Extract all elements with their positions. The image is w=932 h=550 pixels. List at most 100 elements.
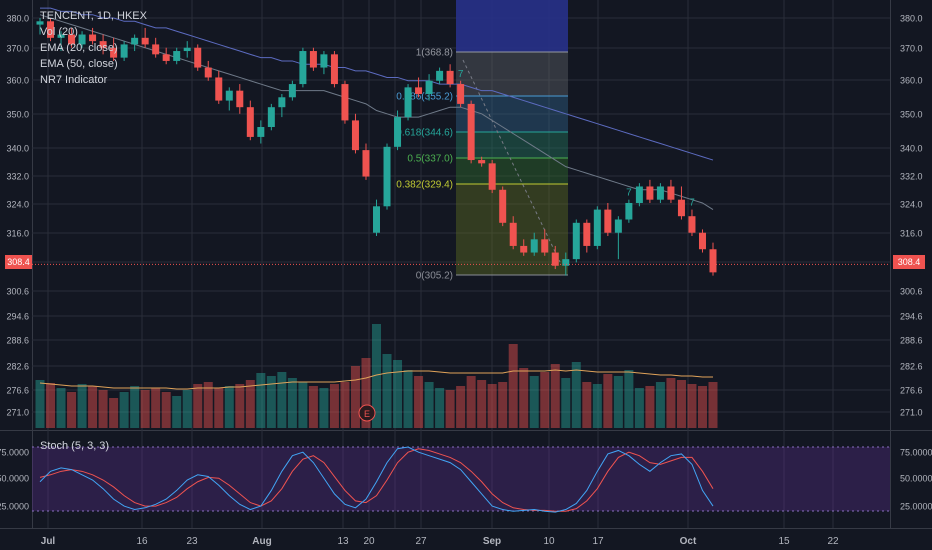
volume-bar [540,372,550,428]
right-price-tick: 370.0 [900,44,923,54]
candle-body [99,41,107,48]
volume-bar [350,366,360,428]
left-price-tick: 300.6 [6,287,29,297]
volume-bar [67,392,77,428]
volume-bar [529,376,539,428]
volume-bar [277,372,287,428]
candle-body [225,90,233,101]
time-axis-label: 15 [778,536,790,547]
volume-bar [151,388,161,428]
volume-bar [308,386,318,428]
symbol-title: TENCENT, 1D, HKEX [40,10,147,22]
fib-zone [456,96,568,132]
volume-bar [182,390,192,428]
volume-bar [56,388,66,428]
right-price-tick: 316.0 [900,229,923,239]
stoch-legend[interactable]: Stoch (5, 3, 3) [40,440,110,452]
stoch-d-line [39,448,714,512]
candle-body [520,245,528,253]
candle-body [183,47,191,52]
volume-ma-line [39,369,713,390]
volume-bar [498,382,508,428]
time-axis-label: 20 [363,536,375,547]
candle-body [57,34,65,38]
left-price-tick: 380.0 [6,14,29,24]
time-axis-label: 27 [415,536,427,547]
candle-body [288,84,296,98]
volume-bar [266,376,276,428]
candle-body [194,47,202,68]
volume-bar [361,358,371,428]
candle-body [383,146,391,207]
candle-body [614,219,622,233]
right-price-tick: 332.0 [900,172,923,182]
volume-bar [35,380,45,428]
candle-body [36,21,44,25]
time-axis-label: 17 [592,536,604,547]
left-price-tick: 340.0 [6,144,29,154]
candle-body [173,51,181,61]
candle-body [446,70,454,85]
stoch-tick-right: 75.0000 [900,448,932,458]
time-axis-label: Sep [483,536,501,547]
volume-bar [214,388,224,428]
volume-bar [119,392,129,428]
candle-body [436,70,444,81]
volume-bar [435,388,445,428]
legend-nr7[interactable]: NR7 Indicator [40,74,108,86]
left-price-tick: 324.0 [6,200,29,210]
fib-zone [456,132,568,158]
right-price-tick: 276.6 [900,386,923,396]
candle-body [646,186,654,200]
fib-extension-zone [456,0,568,52]
stoch-tick-left: 75.0000 [0,448,29,458]
volume-bar [445,390,455,428]
right-price-tick: 300.6 [900,287,923,297]
candle-body [246,107,254,137]
candle-body [362,150,370,177]
volume-bar [624,370,634,428]
volume-bar [414,376,424,428]
candle-body [309,51,317,68]
candle-body [457,84,465,104]
candle-body [215,77,223,101]
legend-ema20[interactable]: EMA (20, close) [40,42,118,54]
volume-bar [77,384,87,428]
fib-level-label: 0.786(355.2) [396,92,453,103]
candle-body [551,252,559,266]
right-price-tick: 271.0 [900,408,923,418]
time-axis-label: Oct [680,536,697,547]
ema20-line [39,14,714,211]
left-price-tick: 350.0 [6,110,29,120]
earnings-marker-label: E [364,409,370,419]
left-price-tick: 332.0 [6,172,29,182]
volume-bar [235,384,245,428]
left-price-tick: 276.6 [6,386,29,396]
candle-body [593,209,601,246]
stoch-band [32,447,890,511]
volume-bar [46,383,56,428]
legend-vol[interactable]: Vol (20) [40,26,78,38]
volume-bar [634,388,644,428]
left-price-tick: 294.6 [6,312,29,322]
left-price-tick: 271.0 [6,408,29,418]
volume-bar [645,386,655,428]
right-price-tick: 324.0 [900,200,923,210]
candle-body [78,34,86,45]
candle-body [688,216,696,233]
stoch-tick-left: 25.0000 [0,502,29,512]
current-price-tag [893,255,925,269]
fib-zone [456,52,568,96]
candle-body [341,84,349,121]
legend-ema50[interactable]: EMA (50, close) [40,58,118,70]
stoch-tick-right: 50.0000 [900,474,932,484]
candle-body [267,107,275,128]
stoch-k-line [39,446,714,513]
volume-bar [613,376,623,428]
candle-body [299,51,307,85]
ema50-line [40,7,714,161]
left-price-tick: 282.6 [6,362,29,372]
indicator-legend: TENCENT, 1D, HKEX Vol (20) EMA (20, clos… [40,8,147,88]
volume-bar [245,380,255,428]
